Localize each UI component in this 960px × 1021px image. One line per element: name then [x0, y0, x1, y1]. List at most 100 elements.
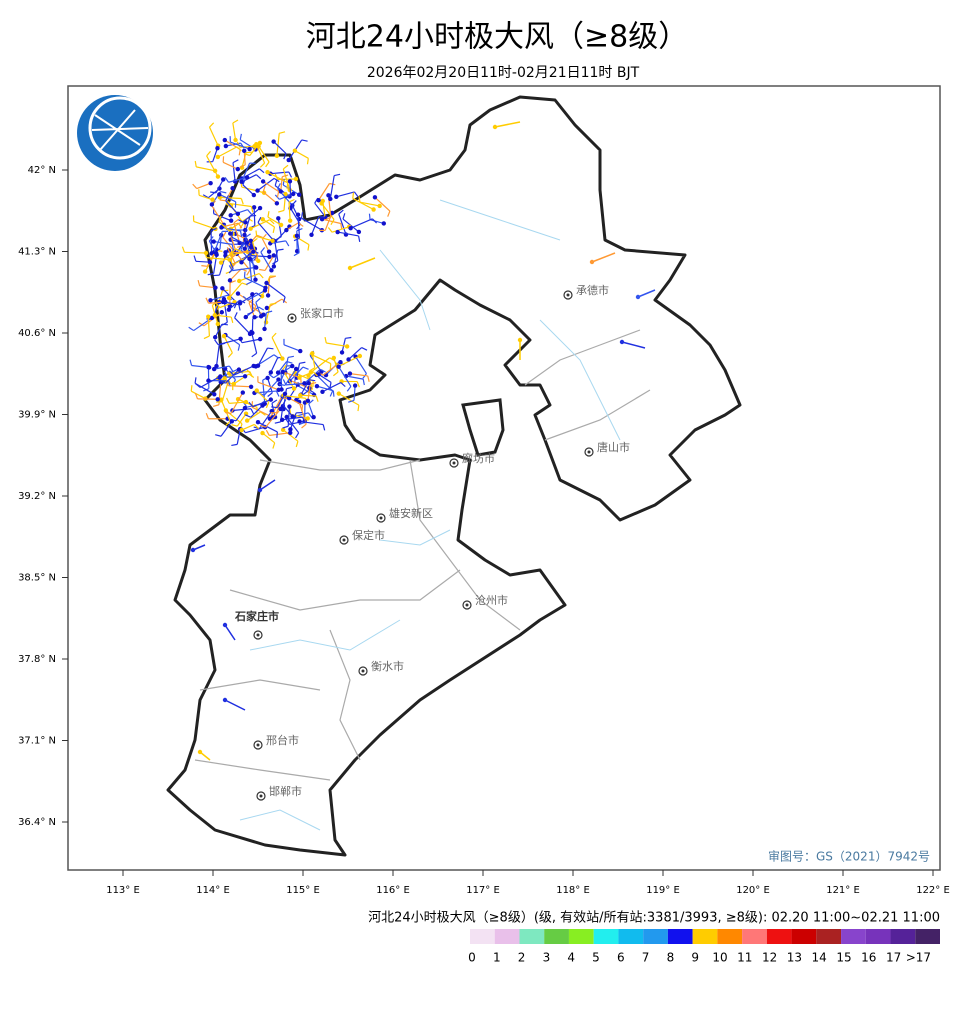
- wind-station: [191, 548, 195, 552]
- wind-station: [258, 488, 262, 492]
- wind-station: [210, 197, 214, 201]
- lat-tick-label: 36.4° N: [18, 817, 56, 828]
- wind-station: [212, 239, 216, 243]
- wind-station: [287, 404, 291, 408]
- legend-swatch: [519, 929, 544, 944]
- legend-label: 9: [691, 951, 699, 965]
- city-label: 沧州市: [475, 593, 508, 607]
- wind-station: [233, 138, 237, 142]
- wind-station: [203, 269, 207, 273]
- wind-station: [252, 205, 256, 209]
- wind-station: [236, 167, 240, 171]
- wind-station: [271, 139, 275, 143]
- wind-station: [227, 257, 231, 261]
- wind-station: [259, 314, 263, 318]
- city-label: 承德市: [576, 283, 609, 297]
- wind-station: [302, 381, 306, 385]
- legend-label: 14: [812, 951, 827, 965]
- wind-barb-flag: [191, 385, 192, 391]
- legend-swatch: [767, 929, 792, 944]
- review-number: 审图号：GS（2021）7942号: [768, 849, 930, 864]
- wind-station: [244, 400, 248, 404]
- wind-station: [290, 364, 294, 368]
- wind-station: [227, 296, 231, 300]
- wind-station: [218, 374, 222, 378]
- city-marker-dot: [291, 317, 294, 320]
- wind-station: [208, 298, 212, 302]
- wind-barb-flag: [277, 432, 278, 438]
- wind-barb-flag: [309, 380, 315, 381]
- city-marker-dot: [260, 795, 263, 798]
- wind-station: [267, 255, 271, 259]
- wind-station: [260, 431, 264, 435]
- wind-barb-flag: [232, 231, 233, 237]
- wind-station: [310, 351, 314, 355]
- wind-station: [237, 279, 241, 283]
- wind-station: [336, 364, 340, 368]
- legend-label: 3: [543, 951, 551, 965]
- wind-station: [255, 388, 259, 392]
- legend-swatch: [816, 929, 841, 944]
- wind-station: [247, 147, 251, 151]
- wind-station: [590, 260, 594, 264]
- legend-label: 1: [493, 951, 501, 965]
- wind-station: [219, 260, 223, 264]
- wind-station: [208, 260, 212, 264]
- wind-station: [281, 370, 285, 374]
- wind-station: [232, 382, 236, 386]
- wind-barb-flag: [201, 266, 207, 267]
- lat-tick-label: 37.1° N: [18, 736, 56, 747]
- wind-station: [265, 170, 269, 174]
- wind-station: [213, 335, 217, 339]
- city-label: 保定市: [352, 528, 385, 542]
- city-marker-dot: [343, 539, 346, 542]
- wind-station: [228, 278, 232, 282]
- wind-station: [338, 360, 342, 364]
- legend-swatch: [495, 929, 520, 944]
- wind-station: [239, 260, 243, 264]
- wind-station: [345, 344, 349, 348]
- legend-swatch: [891, 929, 916, 944]
- wind-station: [348, 371, 352, 375]
- legend-label: 11: [737, 951, 752, 965]
- lon-tick-label: 117° E: [466, 885, 500, 896]
- wind-station: [216, 322, 220, 326]
- wind-station: [236, 212, 240, 216]
- legend-swatch: [618, 929, 643, 944]
- wind-station: [213, 285, 217, 289]
- wind-station: [348, 226, 352, 230]
- wind-station: [348, 266, 352, 270]
- wind-station: [242, 149, 246, 153]
- city-marker-dot: [466, 604, 469, 607]
- wind-station: [346, 357, 350, 361]
- wind-barb-flag: [302, 405, 303, 411]
- legend-label: 2: [518, 951, 526, 965]
- legend-swatch: [866, 929, 891, 944]
- wind-station: [206, 314, 210, 318]
- wind-station: [297, 375, 301, 379]
- lat-tick-label: 39.2° N: [18, 491, 56, 502]
- wind-station: [288, 179, 292, 183]
- wind-station: [358, 354, 362, 358]
- city-marker-dot: [362, 670, 365, 673]
- wind-station: [291, 192, 295, 196]
- wind-station: [258, 337, 262, 341]
- legend-label: 10: [712, 951, 727, 965]
- wind-station: [251, 249, 255, 253]
- wind-station: [258, 206, 262, 210]
- legend-label: 4: [567, 951, 575, 965]
- city-label: 邯郸市: [269, 784, 302, 798]
- wind-station: [265, 376, 269, 380]
- legend-label: >17: [906, 951, 931, 965]
- wind-station: [213, 169, 217, 173]
- legend-label: 5: [592, 951, 600, 965]
- wind-station: [228, 213, 232, 217]
- wind-station: [216, 174, 220, 178]
- wind-station: [256, 144, 260, 148]
- subtitle: 2026年02月20日11时-02月21日11时 BJT: [367, 65, 640, 81]
- wind-station: [306, 399, 310, 403]
- wind-barb-flag: [246, 152, 252, 153]
- wind-station: [261, 217, 265, 221]
- lat-tick-label: 41.3° N: [18, 247, 56, 258]
